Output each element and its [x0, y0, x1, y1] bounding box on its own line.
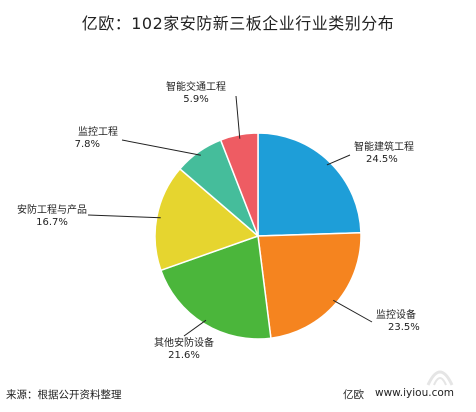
slice-category-label: 监控设备	[376, 308, 416, 321]
pie-slice-4	[154, 167, 260, 272]
chart-title: 亿欧：102家安防新三板企业行业类别分布	[81, 14, 395, 33]
leader-line-1	[326, 154, 351, 166]
pie-slice-1	[257, 132, 362, 237]
slice-value-label: 16.7%	[36, 217, 68, 228]
brand-watermark-icon	[426, 370, 454, 386]
slice-category-label: 智能交通工程	[166, 80, 226, 93]
footer-site-url[interactable]: www.iyiou.com	[375, 387, 455, 399]
leader-line-5	[121, 139, 201, 156]
leader-line-6	[235, 95, 241, 139]
slice-category-label: 安防工程与产品	[17, 203, 87, 216]
leader-lines	[87, 95, 373, 337]
slice-category-label: 监控工程	[78, 125, 118, 138]
leader-line-3	[183, 319, 207, 337]
pie-slice-2	[257, 231, 362, 340]
leader-line-4	[87, 214, 161, 219]
leader-line-2	[333, 299, 373, 323]
slice-value-label: 23.5%	[388, 322, 420, 333]
source-note: 来源：根据公开资料整理	[6, 389, 122, 401]
slice-value-label: 7.8%	[75, 139, 100, 150]
footer-brand: 亿欧	[343, 389, 364, 401]
slice-value-label: 21.6%	[168, 350, 200, 361]
slice-category-label: 智能建筑工程	[354, 140, 414, 153]
slice-category-label: 其他安防设备	[154, 336, 214, 349]
pie-slices	[154, 132, 362, 340]
pie-slice-3	[159, 234, 272, 340]
slice-value-label: 24.5%	[366, 154, 398, 165]
slice-value-label: 5.9%	[183, 94, 208, 105]
